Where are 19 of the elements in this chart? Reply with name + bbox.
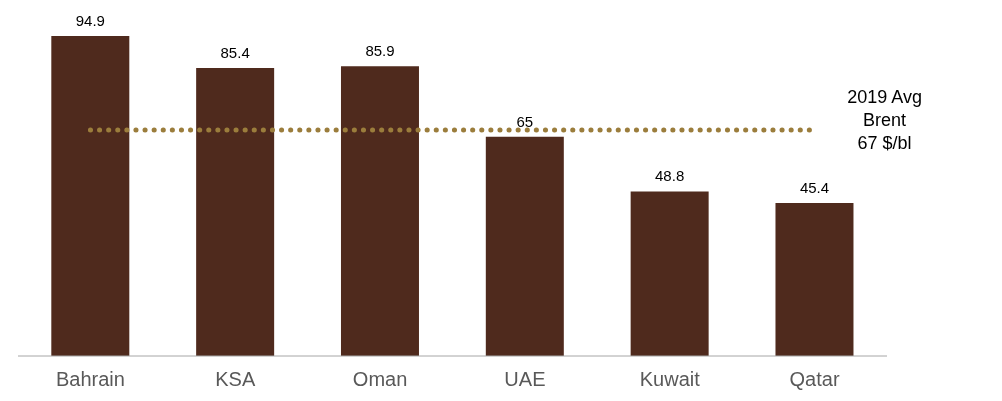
ref-line-label: 2019 Avg Brent 67 $/bl xyxy=(847,87,922,154)
x-tick-label: Qatar xyxy=(789,368,840,391)
data-label: 85.4 xyxy=(220,44,250,62)
bar xyxy=(775,202,854,356)
bar xyxy=(340,66,419,356)
bar xyxy=(485,136,564,356)
x-tick-label: KSA xyxy=(215,368,256,391)
x-tick-label: UAE xyxy=(504,368,546,391)
x-tick-label: Oman xyxy=(352,368,408,391)
x-tick-label: Kuwait xyxy=(639,368,701,391)
data-label: 65 xyxy=(516,112,534,130)
data-label: 48.8 xyxy=(655,167,685,185)
x-tick-label: Bahrain xyxy=(55,368,125,391)
bar xyxy=(51,36,130,356)
bar xyxy=(630,191,709,356)
data-label: 94.9 xyxy=(75,12,105,29)
bar xyxy=(196,68,275,356)
data-label: 45.4 xyxy=(799,178,830,196)
data-label: 85.9 xyxy=(365,42,395,60)
